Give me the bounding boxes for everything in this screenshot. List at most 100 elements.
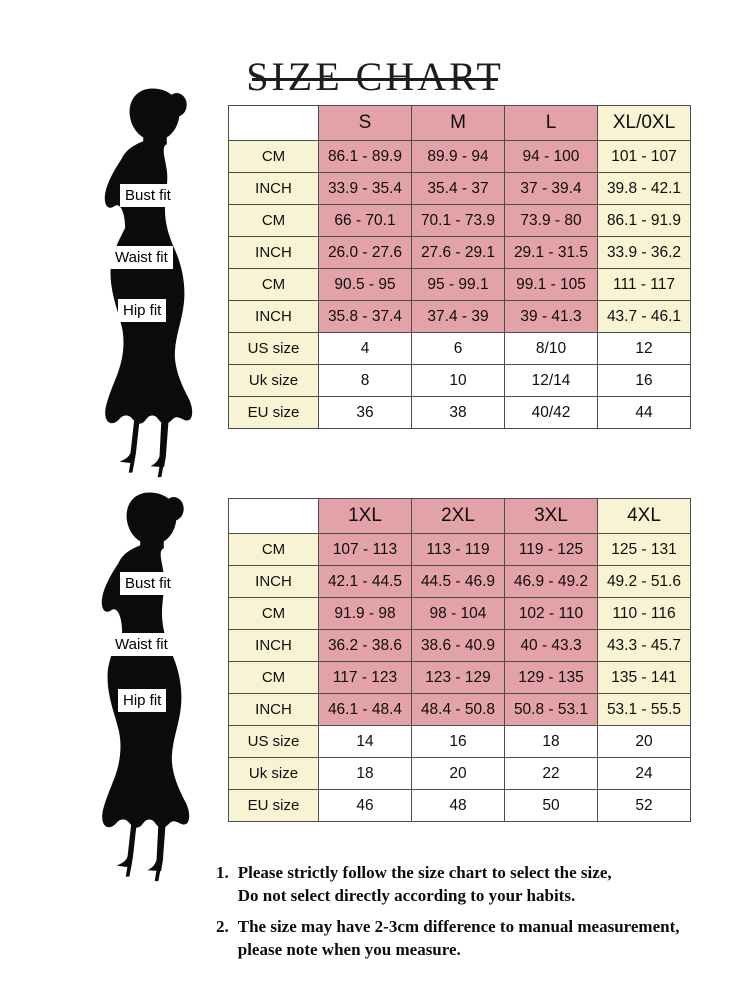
hip-inch-value-xl-0xl: 43.7 - 46.1 bbox=[597, 300, 691, 333]
uk-size-label: Uk size bbox=[228, 364, 319, 397]
us-size-value-s: 4 bbox=[318, 332, 412, 365]
waist-inch-value-3xl: 40 - 43.3 bbox=[504, 629, 598, 662]
hip-cm-label: CM bbox=[228, 268, 319, 301]
note-line: Do not select directly according to your… bbox=[237, 885, 576, 905]
hip-inch-value-1xl: 46.1 - 48.4 bbox=[318, 693, 412, 726]
note-item-1: 1. Please strictly follow the size chart… bbox=[216, 862, 741, 907]
note-text: The size may have 2-3cm difference to ma… bbox=[238, 916, 680, 961]
hip-inch-value-4xl: 53.1 - 55.5 bbox=[597, 693, 691, 726]
waist-cm-value-3xl: 102 - 110 bbox=[504, 597, 598, 630]
bust-inch-value-1xl: 42.1 - 44.5 bbox=[318, 565, 412, 598]
us-size-value-2xl: 16 bbox=[411, 725, 505, 758]
waist-inch-label: INCH bbox=[228, 629, 319, 662]
waist-fit-label: Waist fit bbox=[110, 633, 173, 656]
size-column-header-2xl: 2XL bbox=[411, 498, 505, 534]
bust-inch-row: INCH 42.1 - 44.5 44.5 - 46.9 46.9 - 49.2 49.… bbox=[228, 565, 691, 598]
bust-cm-row: CM 86.1 - 89.9 89.9 - 94 94 - 100 101 - 107 bbox=[228, 140, 691, 173]
bust-inch-label: INCH bbox=[228, 565, 319, 598]
size-table-body: CM 86.1 - 89.9 89.9 - 94 94 - 100 101 - 107 I… bbox=[228, 140, 691, 429]
hip-cm-value-3xl: 129 - 135 bbox=[504, 661, 598, 694]
table-corner-cell bbox=[228, 105, 319, 141]
hip-fit-label: Hip fit bbox=[118, 689, 167, 712]
uk-size-value-3xl: 22 bbox=[504, 757, 598, 790]
table-corner-cell bbox=[228, 498, 319, 534]
waist-inch-value-2xl: 38.6 - 40.9 bbox=[411, 629, 505, 662]
size-column-header-3xl: 3XL bbox=[504, 498, 598, 534]
bust-inch-value-2xl: 44.5 - 46.9 bbox=[411, 565, 505, 598]
waist-cm-label: CM bbox=[228, 204, 319, 237]
uk-size-value-m: 10 bbox=[411, 364, 505, 397]
waist-inch-value-4xl: 43.3 - 45.7 bbox=[597, 629, 691, 662]
size-column-header-m: M bbox=[411, 105, 505, 141]
bust-cm-value-3xl: 119 - 125 bbox=[504, 533, 598, 566]
bust-inch-value-4xl: 49.2 - 51.6 bbox=[597, 565, 691, 598]
bust-cm-row: CM 107 - 113 113 - 119 119 - 125 125 - 131 bbox=[228, 533, 691, 566]
eu-size-value-xl-0xl: 44 bbox=[597, 396, 691, 429]
waist-inch-value-s: 26.0 - 27.6 bbox=[318, 236, 412, 269]
bust-cm-value-l: 94 - 100 bbox=[504, 140, 598, 173]
hip-inch-value-m: 37.4 - 39 bbox=[411, 300, 505, 333]
hip-cm-value-s: 90.5 - 95 bbox=[318, 268, 412, 301]
size-table-header: S M L XL/0XL bbox=[228, 105, 691, 141]
uk-size-row: Uk size 18 20 22 24 bbox=[228, 757, 691, 790]
header-row: S M L XL/0XL bbox=[228, 105, 691, 141]
size-notes: 1. Please strictly follow the size chart… bbox=[216, 862, 741, 970]
title-underline bbox=[252, 78, 498, 81]
uk-size-value-l: 12/14 bbox=[504, 364, 598, 397]
us-size-value-1xl: 14 bbox=[318, 725, 412, 758]
model-silhouette-top bbox=[78, 86, 232, 486]
hip-cm-value-l: 99.1 - 105 bbox=[504, 268, 598, 301]
size-table-body: CM 107 - 113 113 - 119 119 - 125 125 - 131 IN… bbox=[228, 533, 691, 822]
uk-size-value-2xl: 20 bbox=[411, 757, 505, 790]
bust-cm-value-4xl: 125 - 131 bbox=[597, 533, 691, 566]
hip-cm-label: CM bbox=[228, 661, 319, 694]
waist-cm-row: CM 91.9 - 98 98 - 104 102 - 110 110 - 116 bbox=[228, 597, 691, 630]
waist-cm-row: CM 66 - 70.1 70.1 - 73.9 73.9 - 80 86.1 - 91… bbox=[228, 204, 691, 237]
uk-size-value-4xl: 24 bbox=[597, 757, 691, 790]
waist-inch-value-1xl: 36.2 - 38.6 bbox=[318, 629, 412, 662]
bust-inch-value-xl-0xl: 39.8 - 42.1 bbox=[597, 172, 691, 205]
waist-fit-label: Waist fit bbox=[110, 246, 173, 269]
note-number: 1. bbox=[216, 863, 229, 882]
bust-fit-label: Bust fit bbox=[120, 572, 176, 595]
size-table-header: 1XL 2XL 3XL 4XL bbox=[228, 498, 691, 534]
us-size-value-3xl: 18 bbox=[504, 725, 598, 758]
uk-size-value-xl-0xl: 16 bbox=[597, 364, 691, 397]
note-text: Please strictly follow the size chart to… bbox=[238, 862, 612, 907]
waist-inch-value-l: 29.1 - 31.5 bbox=[504, 236, 598, 269]
eu-size-label: EU size bbox=[228, 396, 319, 429]
uk-size-value-s: 8 bbox=[318, 364, 412, 397]
waist-inch-value-m: 27.6 - 29.1 bbox=[411, 236, 505, 269]
uk-size-label: Uk size bbox=[228, 757, 319, 790]
note-number: 2. bbox=[216, 917, 229, 937]
size-column-header-s: S bbox=[318, 105, 412, 141]
eu-size-value-m: 38 bbox=[411, 396, 505, 429]
hip-inch-row: INCH 46.1 - 48.4 48.4 - 50.8 50.8 - 53.1 53.… bbox=[228, 693, 691, 726]
us-size-value-l: 8/10 bbox=[504, 332, 598, 365]
waist-cm-value-1xl: 91.9 - 98 bbox=[318, 597, 412, 630]
waist-cm-value-xl-0xl: 86.1 - 91.9 bbox=[597, 204, 691, 237]
waist-cm-value-m: 70.1 - 73.9 bbox=[411, 204, 505, 237]
bust-cm-value-m: 89.9 - 94 bbox=[411, 140, 505, 173]
bust-cm-value-s: 86.1 - 89.9 bbox=[318, 140, 412, 173]
waist-cm-value-4xl: 110 - 116 bbox=[597, 597, 691, 630]
header-row: 1XL 2XL 3XL 4XL bbox=[228, 498, 691, 534]
us-size-value-m: 6 bbox=[411, 332, 505, 365]
hip-cm-value-4xl: 135 - 141 bbox=[597, 661, 691, 694]
hip-inch-row: INCH 35.8 - 37.4 37.4 - 39 39 - 41.3 43.7 - … bbox=[228, 300, 691, 333]
bust-inch-value-3xl: 46.9 - 49.2 bbox=[504, 565, 598, 598]
eu-size-value-s: 36 bbox=[318, 396, 412, 429]
hip-inch-label: INCH bbox=[228, 300, 319, 333]
size-column-header-1xl: 1XL bbox=[318, 498, 412, 534]
waist-cm-value-2xl: 98 - 104 bbox=[411, 597, 505, 630]
waist-inch-label: INCH bbox=[228, 236, 319, 269]
bust-inch-value-l: 37 - 39.4 bbox=[504, 172, 598, 205]
waist-inch-value-xl-0xl: 33.9 - 36.2 bbox=[597, 236, 691, 269]
size-table-regular: S M L XL/0XL CM 86.1 - 89.9 89.9 - 94 94 - 100… bbox=[228, 105, 691, 429]
bust-fit-label: Bust fit bbox=[120, 184, 176, 207]
bust-cm-value-xl-0xl: 101 - 107 bbox=[597, 140, 691, 173]
hip-inch-value-s: 35.8 - 37.4 bbox=[318, 300, 412, 333]
note-line: Please strictly follow the size chart to… bbox=[237, 863, 612, 882]
eu-size-value-2xl: 48 bbox=[411, 789, 505, 822]
